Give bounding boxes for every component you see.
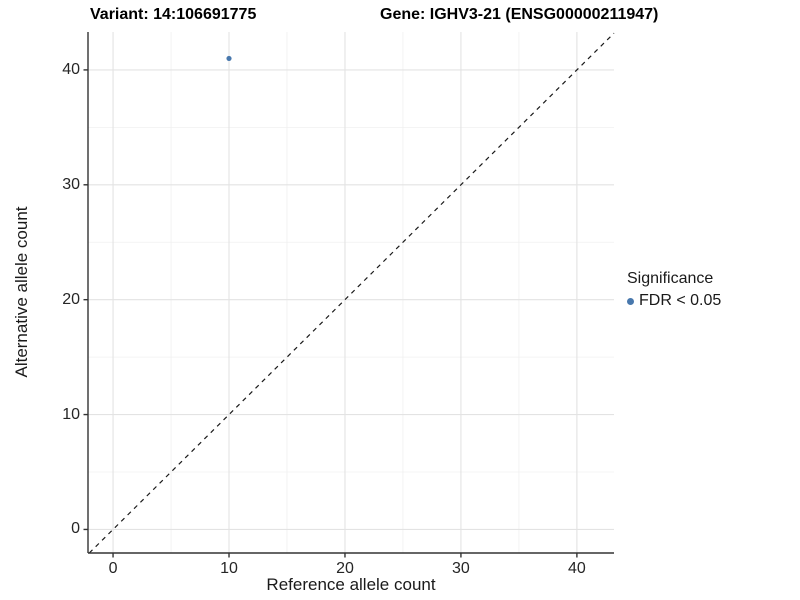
legend-point-icon bbox=[627, 297, 634, 305]
scatter-plot-canvas bbox=[83, 32, 615, 558]
y-tick-label: 40 bbox=[62, 60, 80, 78]
x-tick-label: 20 bbox=[336, 560, 354, 577]
legend-item: FDR < 0.05 bbox=[627, 292, 721, 310]
legend-item-label: FDR < 0.05 bbox=[639, 292, 722, 309]
x-tick-label: 10 bbox=[220, 560, 238, 577]
x-tick-label: 0 bbox=[108, 560, 118, 577]
x-tick-label: 40 bbox=[567, 560, 586, 577]
y-axis-title: Alternative allele count bbox=[12, 206, 31, 378]
x-tick-label: 30 bbox=[452, 560, 470, 577]
x-axis-title: Reference allele count bbox=[266, 575, 436, 594]
y-tick-label: 0 bbox=[71, 520, 80, 538]
plot-panel bbox=[83, 32, 615, 558]
legend: Significance FDR < 0.05 bbox=[627, 270, 721, 310]
legend-title: Significance bbox=[627, 270, 714, 287]
data-point bbox=[226, 55, 232, 62]
variant-title: Variant: 14:106691775 bbox=[90, 6, 257, 23]
y-tick-label: 30 bbox=[62, 175, 80, 193]
y-tick-label: 20 bbox=[62, 290, 80, 308]
gene-title: Gene: IGHV3-21 (ENSG00000211947) bbox=[380, 6, 659, 23]
y-tick-label: 10 bbox=[62, 405, 80, 423]
identity-dashed-line bbox=[88, 32, 615, 554]
